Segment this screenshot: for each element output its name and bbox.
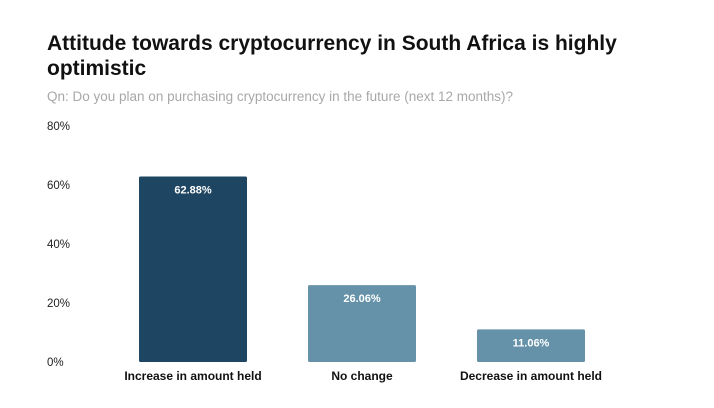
y-tick-label: 60% bbox=[47, 180, 70, 192]
bar bbox=[477, 329, 585, 362]
x-category-label: No change bbox=[331, 369, 393, 383]
y-tick-label: 20% bbox=[47, 298, 70, 310]
bar bbox=[139, 176, 247, 362]
x-category-label: Decrease in amount held bbox=[460, 369, 602, 383]
bar bbox=[308, 285, 416, 362]
data-label: 62.88% bbox=[174, 185, 212, 197]
y-tick-label: 80% bbox=[47, 121, 70, 133]
x-category-label: Increase in amount held bbox=[124, 369, 261, 383]
y-tick-label: 0% bbox=[47, 357, 64, 369]
y-tick-label: 40% bbox=[47, 239, 70, 251]
chart-title: Attitude towards cryptocurrency in South… bbox=[47, 32, 617, 80]
data-label: 26.06% bbox=[343, 293, 381, 305]
chart-subtitle: Qn: Do you plan on purchasing cryptocurr… bbox=[47, 89, 514, 104]
data-label: 11.06% bbox=[513, 337, 550, 349]
